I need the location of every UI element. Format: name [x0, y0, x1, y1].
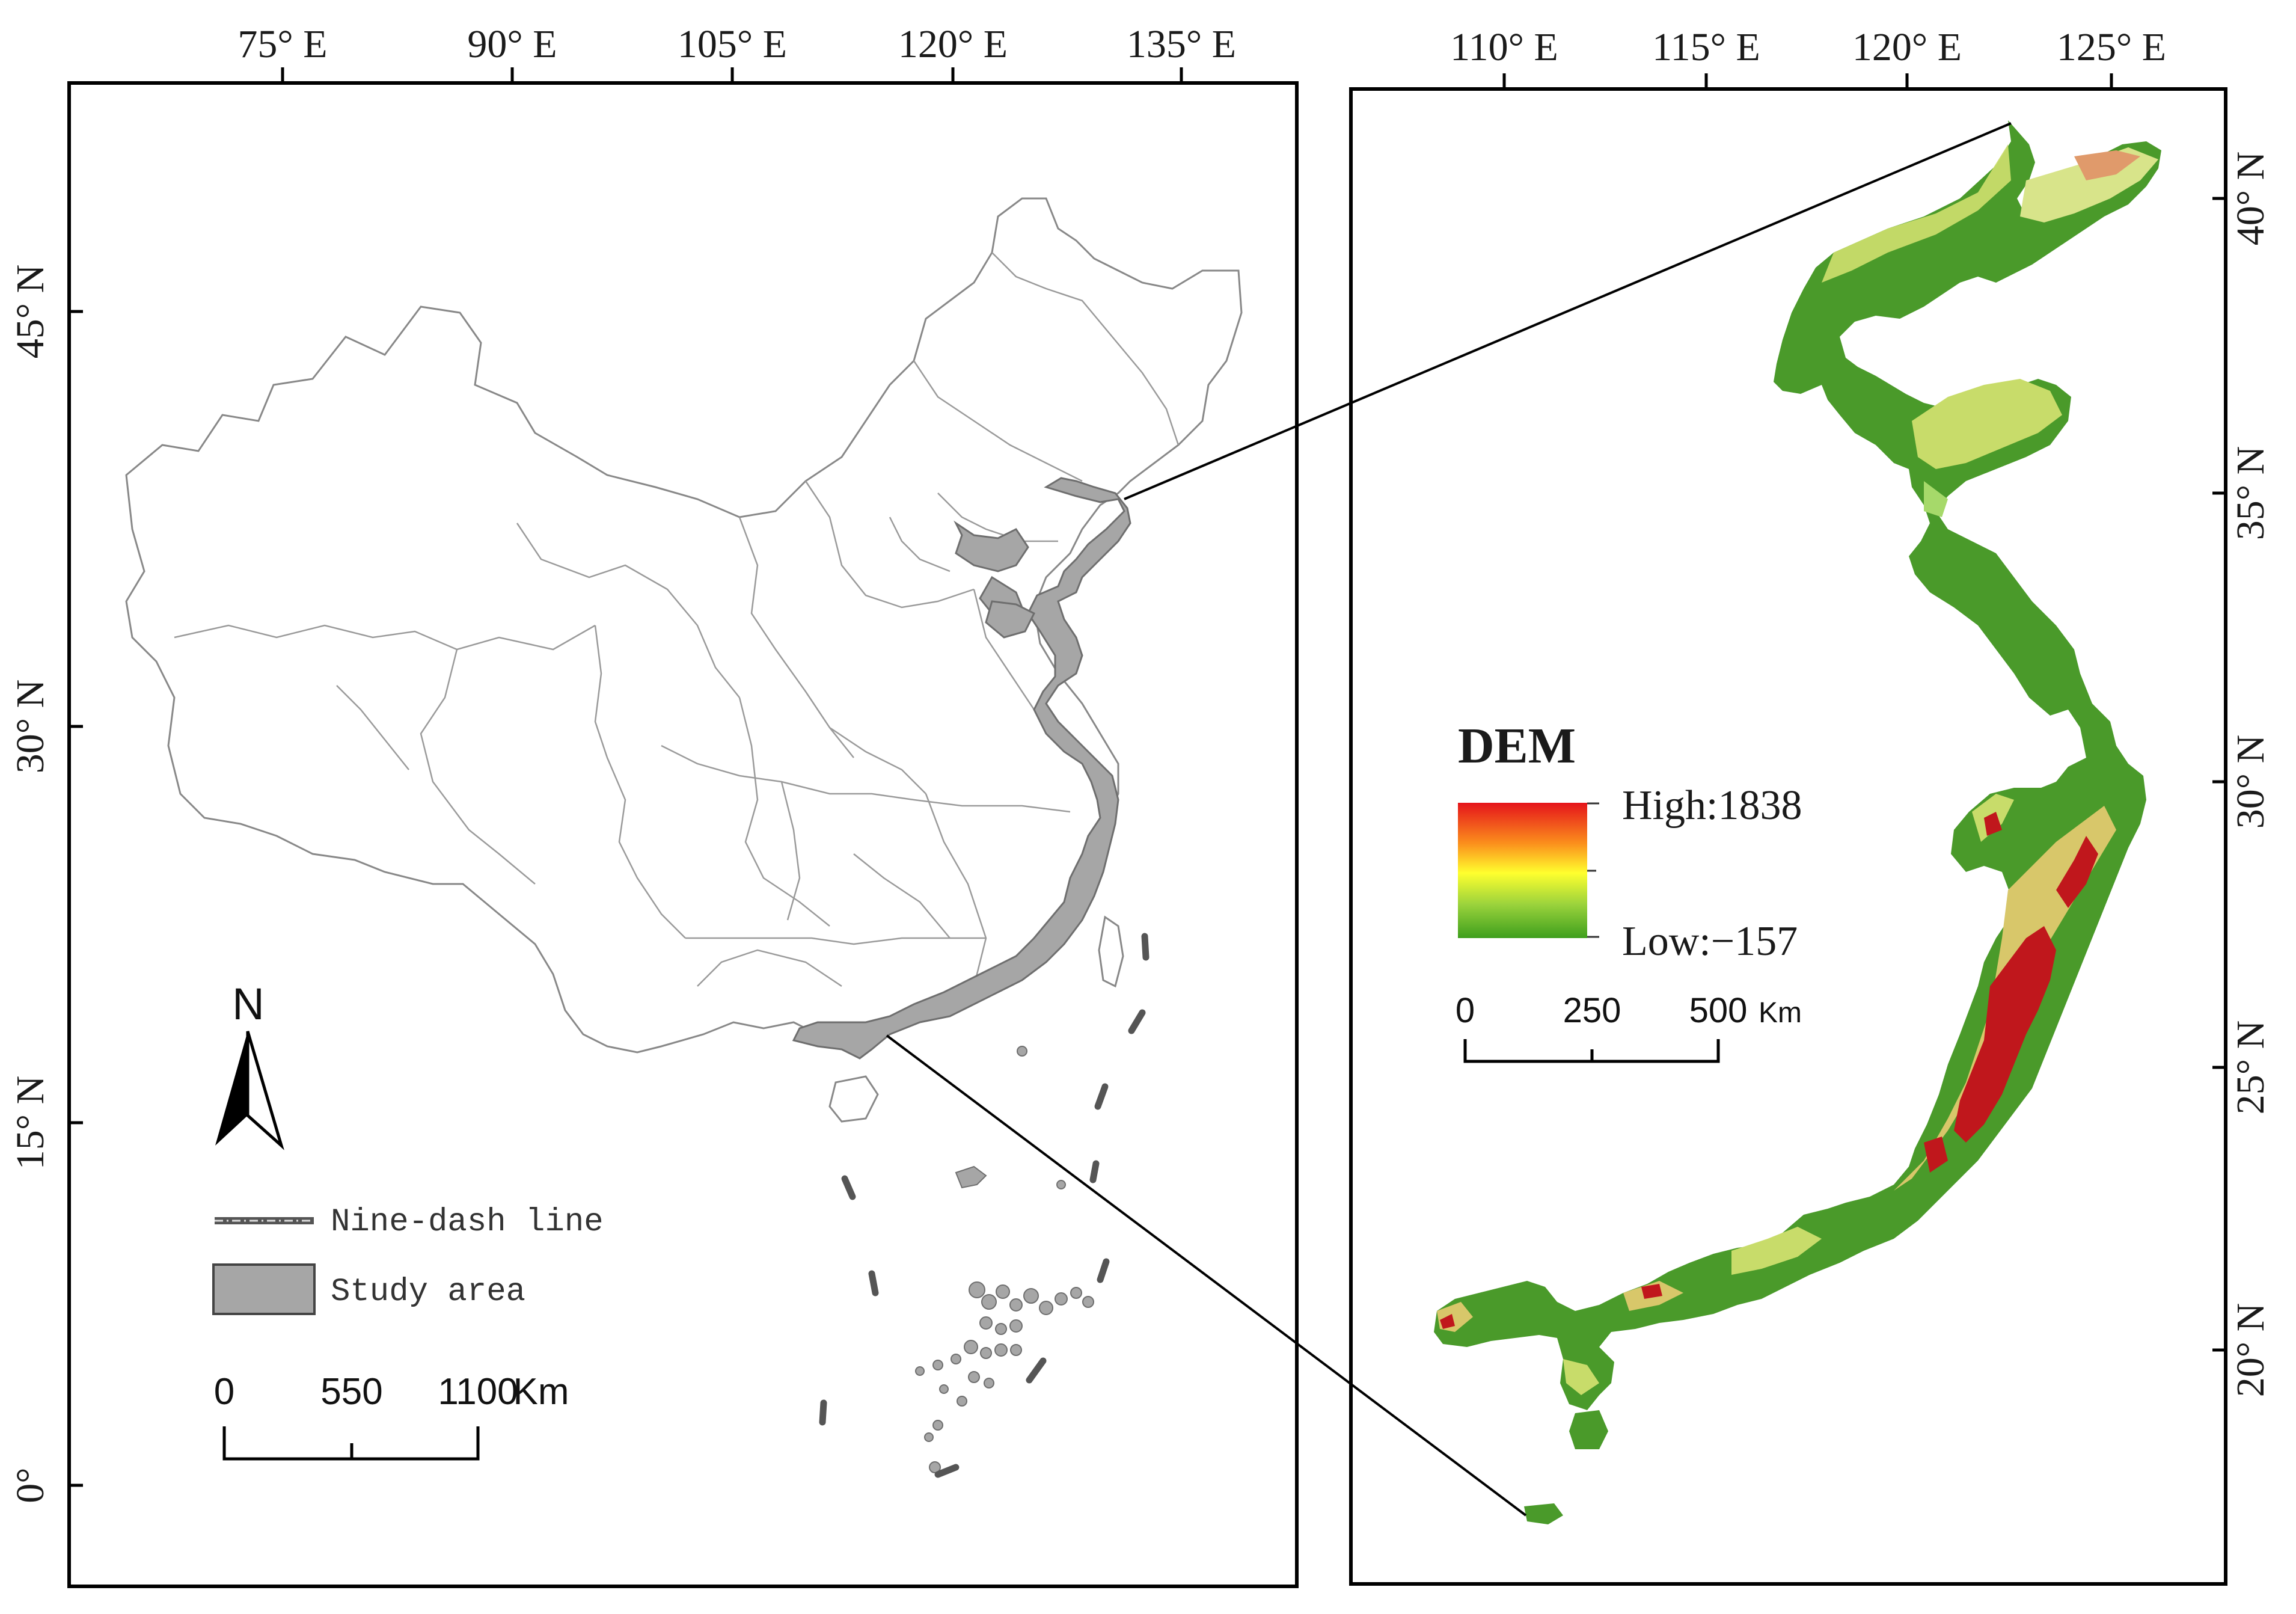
province-boundaries [174, 252, 1180, 987]
study-area-legend-label: Study area [331, 1274, 525, 1310]
north-arrow-label: N [232, 979, 264, 1029]
taiwan-island [1098, 915, 1124, 988]
dem-lon-label: 125° E [2057, 25, 2166, 69]
overview-lon-axis [281, 67, 1183, 83]
scale-tick-label: 0 [1456, 991, 1475, 1030]
overview-scale-bar: 0 550 1100 Km [214, 1371, 569, 1461]
scale-unit: Km [1759, 997, 1802, 1029]
overview-lon-label: 120° E [898, 22, 1008, 66]
dem-hainan [1569, 1410, 1608, 1449]
dem-highland-overlays [1437, 144, 2158, 1395]
dem-lat-axis [2212, 197, 2226, 1352]
nine-dash-line [819, 933, 1150, 1478]
scale-tick-label: 500 [1689, 991, 1748, 1030]
north-arrow-icon [215, 1031, 248, 1146]
study-area-shape [792, 477, 1131, 1060]
dem-lat-label: 40° N [2229, 152, 2273, 246]
scale-tick-label: 550 [320, 1371, 382, 1413]
dem-southern-islet [1524, 1503, 1563, 1524]
dem-lon-label: 120° E [1852, 25, 1962, 69]
dem-color-ramp [1458, 803, 1587, 938]
dem-high-label: High:1838 [1622, 782, 1802, 829]
scale-unit: Km [513, 1371, 569, 1413]
dem-map-panel: 110° E 115° E 120° E 125° E 40° N 35° N … [1349, 25, 2273, 1586]
overview-lat-label: 0° [8, 1467, 52, 1503]
dem-low-label: Low:−157 [1622, 918, 1798, 965]
scale-tick-label: 250 [1563, 991, 1621, 1030]
dem-lon-label: 110° E [1450, 25, 1558, 69]
scale-tick-label: 1100 [438, 1371, 518, 1413]
scale-tick-label: 0 [214, 1371, 234, 1413]
country-outline [125, 197, 1243, 1054]
dem-lat-label: 35° N [2229, 446, 2273, 541]
south-china-sea-islands [915, 1046, 1094, 1473]
nine-dash-line-legend-label: Nine-dash line [331, 1204, 604, 1241]
overview-lon-label: 105° E [678, 22, 787, 66]
overview-lat-label: 45° N [8, 265, 52, 359]
overview-lon-label: 135° E [1127, 22, 1236, 66]
overview-lat-label: 30° N [8, 680, 52, 774]
dem-legend-title: DEM [1458, 718, 1576, 774]
dem-lon-axis [1502, 73, 2113, 89]
zoom-connector-lines [886, 122, 2012, 1517]
study-area-swatch [212, 1263, 316, 1315]
north-arrow: N [215, 979, 284, 1150]
dem-lat-label: 20° N [2229, 1303, 2273, 1398]
dem-scale-bar: 0 250 500 Km [1456, 991, 1802, 1063]
overview-lat-label: 15° N [8, 1076, 52, 1170]
dem-lat-label: 30° N [2229, 735, 2273, 829]
overview-lat-axis [69, 310, 83, 1487]
overview-legend: Nine-dash line Study area [212, 1204, 604, 1315]
dem-lat-label: 25° N [2229, 1020, 2273, 1115]
hainan-island [828, 1075, 879, 1123]
overview-lon-label: 90° E [467, 22, 557, 66]
dem-legend: DEM High:1838 Low:−157 [1458, 718, 1802, 965]
dem-raster [1434, 120, 2161, 1524]
overview-map-panel: 75° E 90° E 105° E 120° E 135° E 45° N 3… [8, 22, 1299, 1588]
dem-lon-label: 115° E [1652, 25, 1760, 69]
overview-lon-label: 75° E [237, 22, 327, 66]
